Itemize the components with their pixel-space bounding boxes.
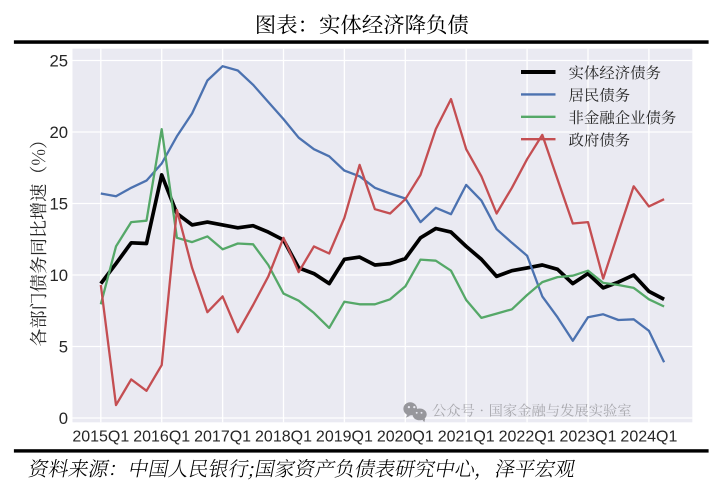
svg-text:15: 15	[49, 195, 68, 214]
svg-text:2020Q1: 2020Q1	[377, 428, 434, 445]
svg-text:2019Q1: 2019Q1	[316, 428, 373, 445]
svg-text:0: 0	[59, 409, 68, 428]
svg-text:2021Q1: 2021Q1	[438, 428, 495, 445]
svg-text:5: 5	[59, 338, 68, 357]
svg-text:2017Q1: 2017Q1	[194, 428, 251, 445]
svg-text:2015Q1: 2015Q1	[72, 428, 129, 445]
svg-text:20: 20	[49, 123, 68, 142]
svg-text:2022Q1: 2022Q1	[499, 428, 556, 445]
svg-text:2024Q1: 2024Q1	[620, 428, 677, 445]
svg-text:10: 10	[49, 266, 68, 285]
svg-text:2016Q1: 2016Q1	[133, 428, 190, 445]
svg-text:25: 25	[49, 52, 68, 71]
svg-text:2023Q1: 2023Q1	[560, 428, 617, 445]
svg-text:2018Q1: 2018Q1	[255, 428, 312, 445]
